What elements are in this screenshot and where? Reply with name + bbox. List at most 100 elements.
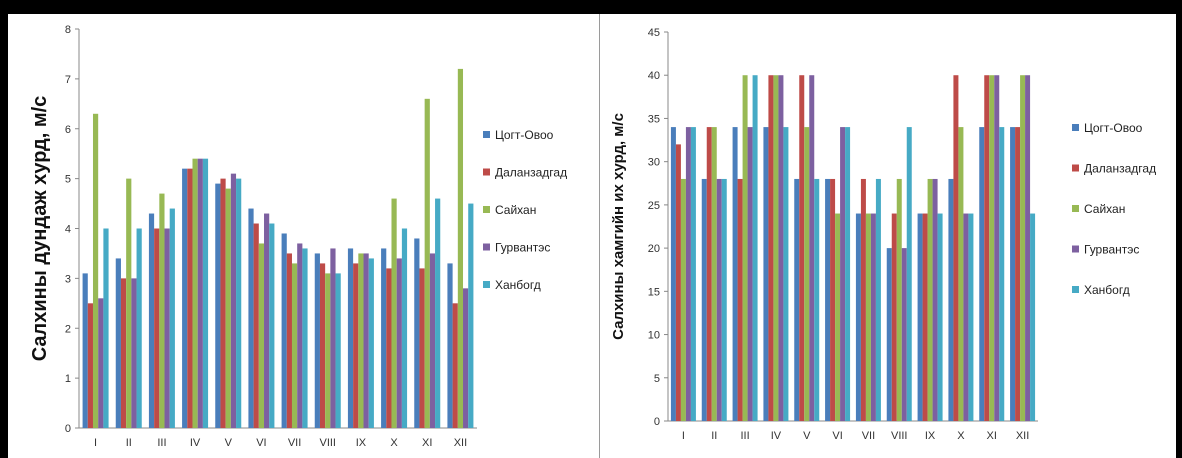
legend-swatch: [1072, 164, 1079, 172]
bar-6-2: [865, 213, 871, 421]
bar-11-2: [457, 68, 464, 429]
legend-swatch: [483, 281, 490, 288]
x-tick-label: I: [682, 430, 685, 442]
y-tick-label: 30: [648, 157, 660, 169]
bar-9-3: [963, 213, 969, 421]
bar-9-1: [386, 268, 392, 428]
bar-1-1: [706, 127, 712, 421]
bar-5-0: [825, 178, 831, 421]
legend-swatch: [1072, 245, 1079, 253]
legend-swatch: [483, 243, 490, 251]
x-tick-label: XII: [1016, 430, 1029, 442]
bar-0-0: [82, 273, 88, 428]
bar-11-4: [1030, 213, 1036, 421]
left-border: [0, 0, 8, 458]
y-tick-label: 0: [65, 423, 71, 435]
bar-9-0: [381, 248, 387, 428]
bar-4-4: [814, 178, 820, 421]
bar-8-3: [932, 178, 938, 421]
x-tick-label: III: [157, 437, 166, 449]
y-tick-label: 10: [648, 330, 660, 342]
y-tick-label: 40: [648, 70, 660, 82]
bar-2-0: [732, 127, 738, 421]
y-tick-label: 45: [648, 27, 660, 39]
bar-5-4: [845, 127, 851, 421]
bar-6-3: [297, 243, 303, 428]
bar-10-0: [979, 127, 985, 421]
x-tick-label: IV: [771, 430, 782, 442]
legend-swatch: [483, 168, 490, 176]
bar-4-3: [230, 173, 237, 428]
bar-5-0: [248, 208, 254, 428]
bar-7-0: [314, 253, 320, 428]
x-tick-label: II: [126, 437, 132, 449]
y-tick-label: 25: [648, 200, 660, 212]
x-tick-label: X: [957, 430, 965, 442]
bar-5-3: [264, 213, 270, 428]
x-tick-label: III: [740, 430, 749, 442]
bar-11-2: [1020, 75, 1026, 421]
x-tick-label: XI: [987, 430, 997, 442]
x-tick-label: VIII: [319, 437, 336, 449]
bar-3-4: [783, 127, 789, 421]
bar-5-1: [253, 223, 259, 428]
x-tick-label: VI: [832, 430, 842, 442]
x-tick-label: XII: [454, 437, 467, 449]
x-tick-label: VI: [256, 437, 266, 449]
legend-label: Сайхан: [495, 203, 536, 217]
y-tick-label: 5: [654, 373, 660, 385]
bar-0-1: [87, 303, 93, 428]
bar-4-0: [215, 183, 221, 428]
bar-4-2: [225, 188, 231, 428]
legend-label: Ханбогд: [495, 278, 541, 292]
x-tick-label: XI: [422, 437, 432, 449]
bar-4-0: [794, 178, 800, 421]
bar-3-3: [197, 158, 203, 429]
bar-9-4: [401, 228, 408, 428]
bar-3-1: [768, 75, 774, 421]
panel-divider: [599, 14, 600, 458]
bar-2-2: [159, 193, 165, 428]
bar-0-4: [690, 127, 696, 421]
bar-10-2: [989, 75, 995, 421]
bar-7-4: [335, 273, 341, 428]
bar-9-4: [968, 213, 974, 421]
bar-3-2: [773, 75, 779, 421]
bar-1-1: [120, 278, 127, 428]
bar-8-0: [917, 213, 923, 421]
bar-1-3: [716, 178, 722, 421]
bar-10-1: [419, 268, 425, 428]
bar-7-4: [906, 127, 912, 421]
bar-3-3: [778, 75, 784, 421]
bar-4-1: [799, 75, 805, 421]
bar-1-2: [711, 127, 717, 421]
bar-11-4: [468, 203, 474, 428]
bar-1-4: [136, 228, 142, 428]
bar-6-3: [870, 213, 876, 421]
bar-8-1: [353, 263, 359, 428]
x-tick-label: IV: [190, 437, 201, 449]
legend-label: Ханбогд: [1084, 283, 1130, 297]
bar-6-0: [281, 233, 287, 428]
bar-6-1: [860, 178, 866, 421]
y-tick-label: 1: [65, 373, 71, 385]
y-tick-label: 6: [65, 124, 71, 136]
bar-0-3: [685, 127, 691, 421]
x-tick-label: IX: [925, 430, 936, 442]
bar-8-2: [927, 178, 933, 421]
bar-10-3: [994, 75, 1000, 421]
bar-7-3: [901, 248, 907, 421]
y-tick-label: 0: [654, 416, 660, 428]
x-tick-label: VII: [862, 430, 875, 442]
bar-0-3: [98, 298, 104, 428]
legend-label: Цогт-Овоо: [495, 128, 554, 142]
bar-11-1: [452, 303, 458, 428]
bar-8-4: [937, 213, 943, 421]
bar-6-4: [302, 248, 308, 428]
bar-10-2: [424, 98, 430, 428]
bar-3-0: [182, 168, 188, 428]
x-tick-label: X: [390, 437, 398, 449]
bar-5-2: [258, 243, 265, 428]
right-border: [1176, 0, 1182, 458]
bar-2-4: [169, 208, 175, 428]
